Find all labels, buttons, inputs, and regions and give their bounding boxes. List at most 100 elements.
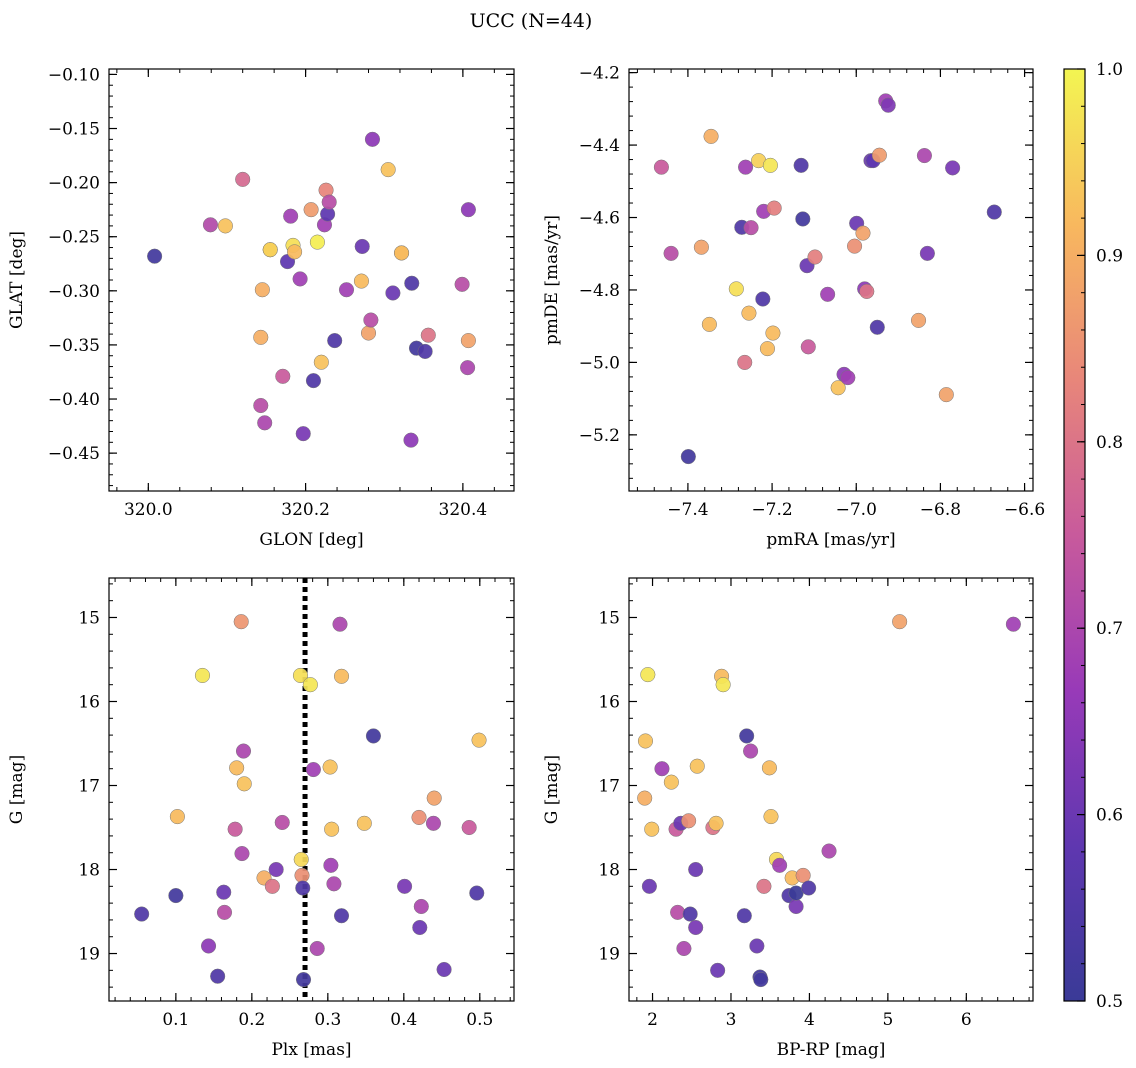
colorbar-bar — [1063, 68, 1086, 1002]
y-tick-label: −4.2 — [579, 64, 620, 84]
data-point — [356, 815, 372, 831]
data-point — [333, 908, 350, 924]
data-point — [688, 861, 704, 878]
data-point — [641, 878, 657, 894]
data-point — [759, 341, 776, 357]
data-point — [283, 208, 299, 224]
colorbar-tick-label: 0.8 — [1096, 433, 1123, 453]
data-point — [772, 857, 788, 873]
axes-frame — [628, 577, 1034, 1002]
data-point — [855, 225, 871, 241]
data-point — [365, 728, 381, 744]
y-tick-label: 16 — [78, 692, 100, 712]
data-point — [847, 238, 863, 254]
data-point — [871, 147, 887, 163]
data-point — [403, 432, 419, 448]
data-point — [380, 162, 396, 178]
data-point — [737, 354, 753, 370]
data-point — [880, 97, 896, 113]
x-axis-label: BP-RP [mag] — [777, 1040, 886, 1060]
colorbar-tick-label: 0.7 — [1096, 619, 1123, 639]
data-point — [644, 821, 660, 837]
x-tick-label: 0.2 — [238, 1010, 265, 1030]
x-tick-label: 5 — [882, 1010, 893, 1030]
data-point — [840, 370, 856, 386]
data-point — [397, 878, 413, 894]
y-axis-label: pmDE [mas/yr] — [542, 215, 562, 345]
data-point — [217, 218, 233, 234]
x-axis-label: Plx [mas] — [271, 1040, 351, 1060]
data-point — [795, 211, 811, 227]
data-point — [292, 667, 309, 684]
data-point — [800, 339, 816, 355]
y-tick-label: −5.2 — [579, 426, 620, 446]
data-point — [235, 171, 251, 187]
data-point — [200, 938, 217, 954]
y-tick-label: 15 — [78, 608, 100, 628]
data-point — [234, 846, 250, 862]
x-tick-label: 3 — [726, 1010, 737, 1030]
x-tick-label: 4 — [804, 1010, 815, 1030]
y-tick-label: −0.15 — [48, 120, 100, 140]
data-point — [986, 204, 1002, 220]
data-point — [360, 325, 377, 341]
data-point — [682, 906, 698, 922]
y-tick-label: −0.45 — [48, 444, 100, 464]
data-point — [333, 668, 350, 684]
data-point — [323, 857, 339, 873]
data-point — [461, 819, 477, 836]
data-point — [338, 282, 355, 298]
y-tick-label: 18 — [78, 861, 100, 881]
data-point — [254, 282, 270, 298]
data-point — [168, 888, 184, 904]
data-point — [322, 759, 338, 775]
data-point — [147, 248, 163, 264]
y-tick-label: −4.6 — [579, 209, 620, 229]
data-point — [859, 283, 875, 299]
data-point — [460, 333, 476, 349]
data-point — [715, 677, 731, 693]
data-point — [741, 305, 757, 321]
data-point — [938, 387, 954, 403]
data-point — [393, 245, 410, 261]
data-point — [708, 815, 724, 831]
data-point — [676, 940, 692, 957]
y-tick-label: 17 — [598, 777, 620, 797]
data-point — [327, 333, 343, 349]
data-point — [663, 774, 679, 790]
x-tick-label: 2 — [647, 1010, 658, 1030]
data-point — [309, 234, 325, 250]
data-point — [385, 285, 401, 301]
data-point — [701, 316, 717, 332]
axes-frame — [628, 68, 1034, 492]
x-tick-label: −7.2 — [751, 500, 792, 520]
data-point — [363, 312, 379, 328]
data-point — [324, 821, 340, 837]
data-point — [295, 426, 311, 442]
y-tick-label: −5.0 — [579, 353, 620, 373]
data-point — [820, 286, 836, 302]
data-point — [736, 908, 752, 924]
data-point — [749, 938, 765, 954]
data-point — [788, 898, 804, 915]
data-point — [420, 327, 436, 343]
data-point — [210, 968, 226, 984]
data-point — [693, 239, 709, 255]
data-point — [765, 325, 781, 341]
data-point — [313, 354, 329, 370]
data-point — [253, 397, 269, 414]
data-point — [653, 159, 669, 175]
data-point — [916, 148, 932, 164]
y-axis-label: G [mag] — [542, 755, 562, 824]
data-point — [688, 919, 704, 936]
y-tick-label: 18 — [598, 861, 620, 881]
x-tick-label: −6.6 — [1004, 500, 1045, 520]
data-point — [869, 319, 885, 335]
y-tick-label: −0.40 — [48, 390, 100, 410]
panel-glon-glat: 320.0 320.2 320.4 −0.45 −0.40 −0.35 −0.30 −0.25… — [7, 65, 515, 550]
panel-pmra-pmde: −7.4 −7.2 −7.0 −6.8 −6.6 −5.2 −5.0 −4.8 −4.6 −4.4… — [542, 64, 1045, 550]
data-point — [194, 667, 211, 684]
y-tick-label: 17 — [78, 777, 100, 797]
x-tick-label: 0.1 — [162, 1010, 189, 1030]
data-point — [275, 368, 291, 384]
